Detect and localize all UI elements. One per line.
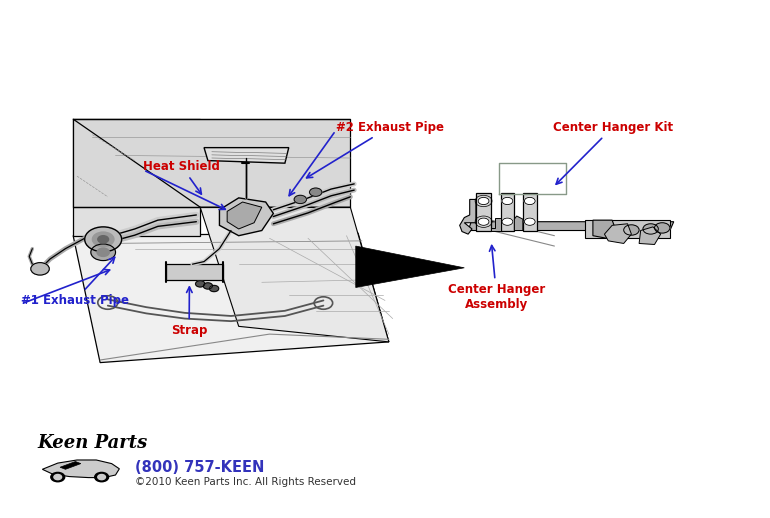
- Polygon shape: [468, 222, 674, 231]
- Polygon shape: [476, 193, 491, 231]
- Polygon shape: [514, 216, 523, 231]
- Text: ©2010 Keen Parts Inc. All Rights Reserved: ©2010 Keen Parts Inc. All Rights Reserve…: [135, 478, 356, 487]
- Circle shape: [98, 474, 105, 480]
- Circle shape: [294, 195, 306, 204]
- Polygon shape: [491, 218, 500, 231]
- Circle shape: [91, 244, 116, 261]
- Circle shape: [310, 188, 322, 196]
- Circle shape: [624, 225, 639, 235]
- Polygon shape: [42, 460, 119, 478]
- Circle shape: [54, 474, 62, 480]
- Circle shape: [643, 224, 658, 234]
- Circle shape: [196, 281, 205, 287]
- Polygon shape: [73, 233, 389, 363]
- Text: Keen Parts: Keen Parts: [37, 434, 147, 452]
- Text: #2 Exhaust Pipe: #2 Exhaust Pipe: [306, 121, 444, 178]
- Circle shape: [85, 227, 122, 252]
- Polygon shape: [227, 202, 262, 229]
- Polygon shape: [523, 193, 537, 231]
- Polygon shape: [166, 264, 223, 280]
- Polygon shape: [73, 119, 350, 207]
- Circle shape: [209, 285, 219, 292]
- Circle shape: [31, 263, 49, 275]
- Circle shape: [654, 223, 670, 233]
- Text: Strap: Strap: [171, 287, 207, 337]
- Circle shape: [478, 218, 489, 225]
- Text: Center Hanger
Assembly: Center Hanger Assembly: [448, 246, 545, 311]
- Circle shape: [478, 197, 489, 205]
- Polygon shape: [639, 227, 661, 244]
- Polygon shape: [585, 220, 670, 238]
- Circle shape: [51, 472, 65, 482]
- Polygon shape: [460, 199, 476, 234]
- Circle shape: [524, 218, 535, 225]
- Polygon shape: [204, 148, 289, 163]
- Polygon shape: [73, 119, 200, 236]
- Polygon shape: [200, 207, 389, 342]
- Circle shape: [95, 472, 109, 482]
- Text: Center Hanger Kit: Center Hanger Kit: [553, 121, 673, 184]
- Circle shape: [97, 248, 109, 256]
- Circle shape: [203, 283, 213, 289]
- Circle shape: [524, 197, 535, 205]
- Polygon shape: [60, 462, 81, 469]
- Polygon shape: [500, 193, 514, 231]
- Circle shape: [92, 232, 114, 247]
- Text: (800) 757-KEEN: (800) 757-KEEN: [135, 461, 264, 476]
- Polygon shape: [593, 220, 616, 239]
- Polygon shape: [356, 246, 464, 287]
- Polygon shape: [219, 198, 273, 236]
- Polygon shape: [604, 224, 631, 243]
- Circle shape: [98, 236, 109, 243]
- Text: Heat Shield: Heat Shield: [143, 160, 220, 194]
- Circle shape: [502, 197, 513, 205]
- Text: #1 Exhaust Pipe: #1 Exhaust Pipe: [21, 257, 129, 307]
- Circle shape: [502, 218, 513, 225]
